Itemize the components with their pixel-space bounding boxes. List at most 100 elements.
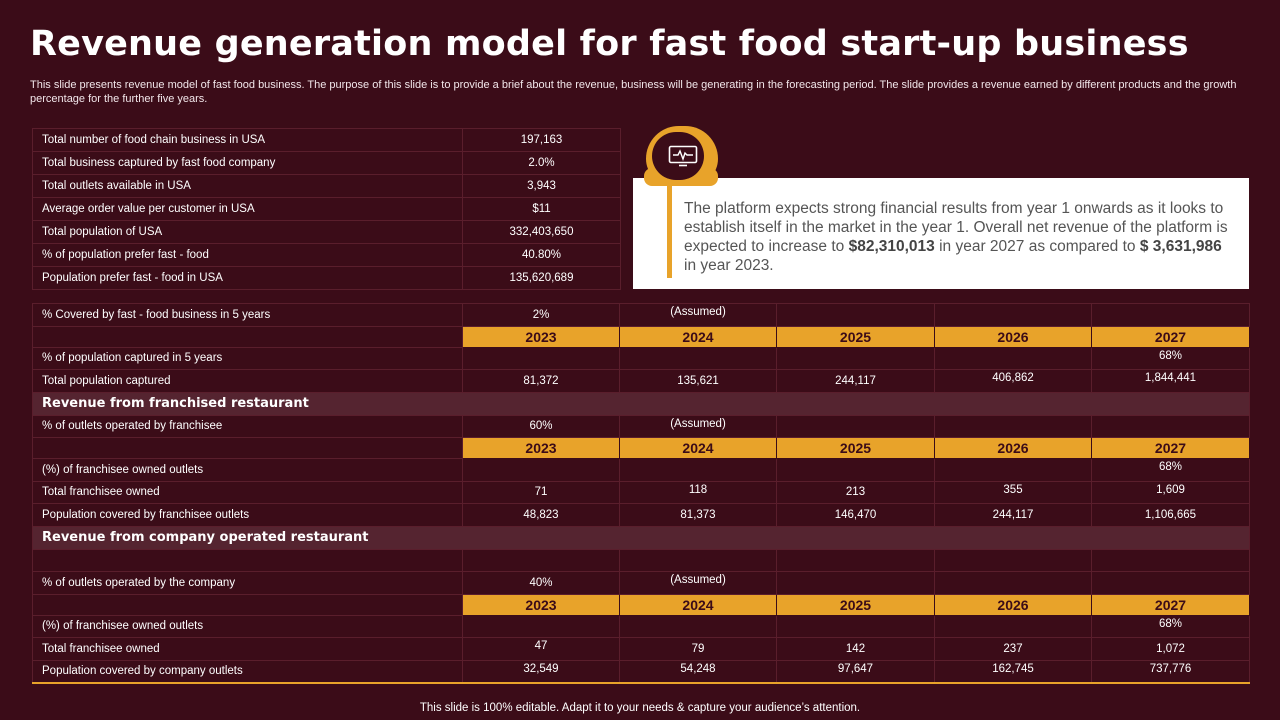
row-value: 1,844,441 [1091, 369, 1250, 393]
table-row: (%) of franchisee owned outlets 68% [32, 614, 1250, 638]
row-label: (%) of franchisee owned outlets [32, 614, 463, 638]
table-row: % of outlets operated by franchisee 60% … [32, 414, 1250, 438]
row-value: 1,106,665 [1091, 503, 1250, 527]
footer-note: This slide is 100% editable. Adapt it to… [419, 702, 861, 714]
table-row: % of population captured in 5 years 68% [32, 346, 1250, 370]
year-header: 2026 [934, 593, 1092, 616]
row-value: 1,609 [1091, 480, 1250, 504]
table-row: Total population captured 81,372 135,621… [32, 369, 1250, 393]
row-value: 737,776 [1091, 659, 1250, 683]
revenue-table: % Covered by fast - food business in 5 y… [32, 303, 1250, 684]
year-header: 2026 [934, 325, 1092, 348]
year-header: 2027 [1091, 593, 1250, 616]
row-value: 81,372 [462, 369, 620, 393]
row-label: % of outlets operated by franchisee [32, 414, 463, 438]
table-row: Total outlets available in USA 3,943 [32, 174, 621, 198]
row-value: 1,072 [1091, 637, 1250, 661]
row-value: 197,163 [462, 128, 621, 152]
year-header: 2023 [462, 593, 620, 616]
row-value: 32,549 [462, 659, 620, 683]
callout-text-part: in year 2023. [684, 257, 774, 274]
table-row: Population covered by company outlets 32… [32, 659, 1250, 683]
slide-description: This slide presents revenue model of fas… [30, 79, 1237, 105]
section-header-row: Revenue from franchised restaurant [32, 391, 1250, 416]
table-row: Total franchisee owned 71 118 213 355 1,… [32, 480, 1250, 504]
row-label: (%) of franchisee owned outlets [32, 458, 463, 482]
year-header: 2024 [619, 325, 777, 348]
assumed-note: (Assumed) [619, 414, 777, 438]
row-value: 244,117 [776, 369, 935, 393]
year-header: 2025 [776, 437, 935, 459]
table-row: (%) of franchisee owned outlets 68% [32, 458, 1250, 482]
row-value: $11 [462, 197, 621, 221]
pin-stick [667, 180, 672, 278]
callout-box [633, 178, 1249, 289]
row-value: 3,943 [462, 174, 621, 198]
row-label: Total population of USA [32, 220, 463, 244]
row-value: 48,823 [462, 503, 620, 527]
row-value: 237 [934, 637, 1092, 661]
table-row [32, 548, 1250, 572]
row-value: 54,248 [619, 659, 777, 683]
assumed-note: (Assumed) [619, 303, 777, 327]
row-value: 81,373 [619, 503, 777, 527]
table-row: Total franchisee owned 47 79 142 237 1,0… [32, 637, 1250, 661]
row-value: 68% [1091, 346, 1250, 370]
row-value: 60% [462, 414, 620, 438]
row-value: 47 [462, 637, 620, 661]
table-row: Total number of food chain business in U… [32, 128, 621, 152]
year-header: 2025 [776, 593, 935, 616]
row-label: % Covered by fast - food business in 5 y… [32, 303, 463, 327]
row-label: Population covered by company outlets [32, 659, 463, 683]
row-label: Average order value per customer in USA [32, 197, 463, 221]
table-row: % of outlets operated by the company 40%… [32, 571, 1250, 595]
year-header-row: 2023 2024 2025 2026 2027 [32, 325, 1250, 348]
pin-inner [652, 132, 704, 180]
year-header-row: 2023 2024 2025 2026 2027 [32, 593, 1250, 616]
row-label: Total franchisee owned [32, 480, 463, 504]
table-row: Average order value per customer in USA $… [32, 197, 621, 221]
row-value: 162,745 [934, 659, 1092, 683]
year-header: 2024 [619, 593, 777, 616]
year-header: 2026 [934, 437, 1092, 459]
section-heading-company: Revenue from company operated restaurant [32, 525, 1250, 550]
year-header: 2025 [776, 325, 935, 348]
row-label: % of population prefer fast - food [32, 243, 463, 267]
row-label: Total business captured by fast food com… [32, 151, 463, 175]
row-value: 355 [934, 480, 1092, 504]
row-value: 40.80% [462, 243, 621, 267]
section-header-row: Revenue from company operated restaurant [32, 525, 1250, 550]
table-row: Total population of USA 332,403,650 [32, 220, 621, 244]
table-row: Population covered by franchisee outlets… [32, 503, 1250, 527]
row-label: Population covered by franchisee outlets [32, 503, 463, 527]
table-row: % Covered by fast - food business in 5 y… [32, 303, 1250, 327]
monitor-heartbeat-icon [668, 145, 698, 167]
section-heading-franchised: Revenue from franchised restaurant [32, 391, 1250, 416]
year-header: 2027 [1091, 325, 1250, 348]
table-row: % of population prefer fast - food 40.80% [32, 243, 621, 267]
year-header: 2024 [619, 437, 777, 459]
row-value: 406,862 [934, 369, 1092, 393]
summary-table: Total number of food chain business in U… [32, 128, 621, 290]
row-value: 142 [776, 637, 935, 661]
row-label: Total franchisee owned [32, 637, 463, 661]
year-header: 2023 [462, 325, 620, 348]
row-value: 146,470 [776, 503, 935, 527]
row-value: 68% [1091, 614, 1250, 638]
row-label: Total population captured [32, 369, 463, 393]
callout-amount-2023: $ 3,631,986 [1139, 238, 1222, 255]
row-value: 40% [462, 571, 620, 595]
row-value: 2.0% [462, 151, 621, 175]
row-value: 332,403,650 [462, 220, 621, 244]
row-value: 213 [776, 480, 935, 504]
assumed-note: (Assumed) [619, 571, 777, 595]
callout-text-part: The platform expects strong financial re… [684, 200, 1228, 255]
slide-title: Revenue generation model for fast food s… [30, 24, 1189, 64]
row-value: 79 [619, 637, 777, 661]
row-value: 68% [1091, 458, 1250, 482]
row-label: % of outlets operated by the company [32, 571, 463, 595]
callout-text: The platform expects strong financial re… [684, 199, 1232, 275]
row-value: 244,117 [934, 503, 1092, 527]
row-label: Total number of food chain business in U… [32, 128, 463, 152]
row-value: 118 [619, 480, 777, 504]
